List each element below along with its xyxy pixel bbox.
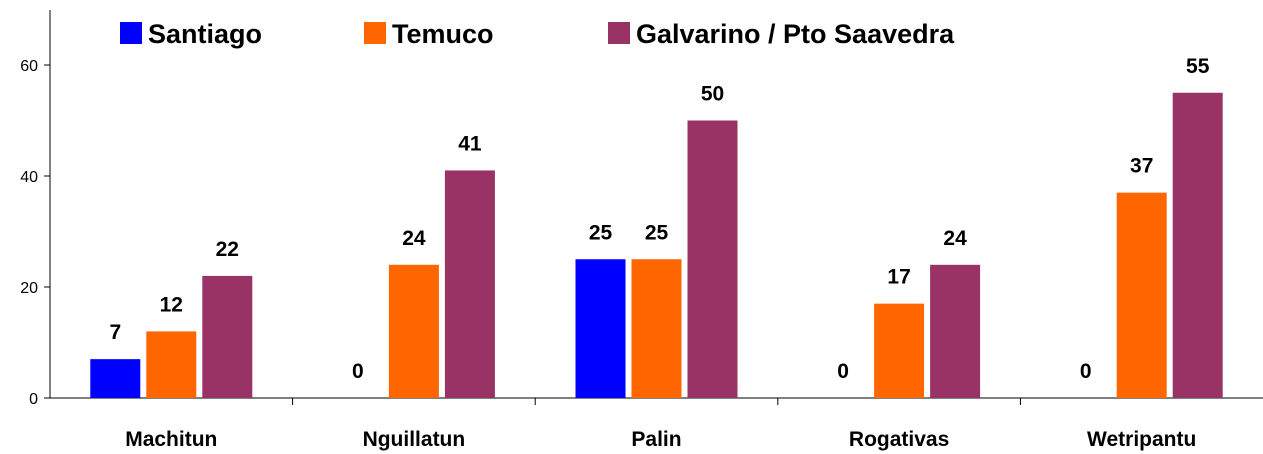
data-label: 41 (458, 132, 482, 155)
data-label: 0 (837, 360, 849, 383)
data-label: 24 (402, 227, 426, 250)
category-label: Nguillatun (363, 428, 466, 451)
data-label: 50 (701, 83, 724, 106)
data-labels: 7 12 22 0 24 41 25 25 50 0 17 24 0 37 55 (109, 55, 1209, 383)
bar-galvarino-pto-saavedra (687, 120, 738, 398)
bar-temuco (146, 331, 197, 398)
category-label: Wetripantu (1087, 428, 1196, 451)
legend-swatch (608, 22, 630, 44)
legend-swatch (120, 22, 142, 44)
legend-label: Temuco (392, 19, 494, 49)
bar-galvarino-pto-saavedra (930, 264, 981, 398)
data-label: 12 (160, 293, 183, 316)
legend-label: Galvarino / Pto Saavedra (636, 19, 955, 49)
data-label: 0 (1080, 360, 1092, 383)
data-label: 0 (352, 360, 364, 383)
legend-label: Santiago (148, 19, 262, 49)
data-label: 22 (216, 238, 239, 261)
y-tick-label: 40 (20, 169, 38, 186)
bars (90, 92, 1223, 398)
y-tick-label: 20 (20, 280, 38, 297)
category-label: Palin (631, 428, 681, 451)
data-label: 37 (1130, 155, 1153, 178)
category-label: Machitun (125, 428, 217, 451)
y-tick-label: 60 (20, 58, 38, 75)
legend: Santiago Temuco Galvarino / Pto Saavedra (120, 19, 955, 49)
data-label: 7 (109, 321, 121, 344)
y-tick-label: 0 (29, 391, 38, 408)
data-label: 25 (589, 221, 613, 244)
bar-temuco (1116, 192, 1167, 398)
bar-temuco (388, 264, 439, 398)
data-label: 25 (645, 221, 669, 244)
data-label: 55 (1186, 55, 1210, 78)
bar-galvarino-pto-saavedra (444, 170, 495, 398)
y-axis: 0 20 40 60 (20, 10, 51, 408)
bar-santiago (90, 359, 141, 398)
bar-temuco (631, 259, 682, 398)
bar-galvarino-pto-saavedra (202, 275, 253, 398)
category-label: Rogativas (849, 428, 949, 451)
legend-swatch (364, 22, 386, 44)
data-label: 17 (887, 266, 910, 289)
data-label: 24 (943, 227, 967, 250)
x-axis: Machitun Nguillatun Palin Rogativas Wetripan… (50, 397, 1263, 451)
bar-galvarino-pto-saavedra (1172, 92, 1223, 398)
bar-temuco (874, 303, 925, 398)
bar-santiago (575, 259, 626, 398)
